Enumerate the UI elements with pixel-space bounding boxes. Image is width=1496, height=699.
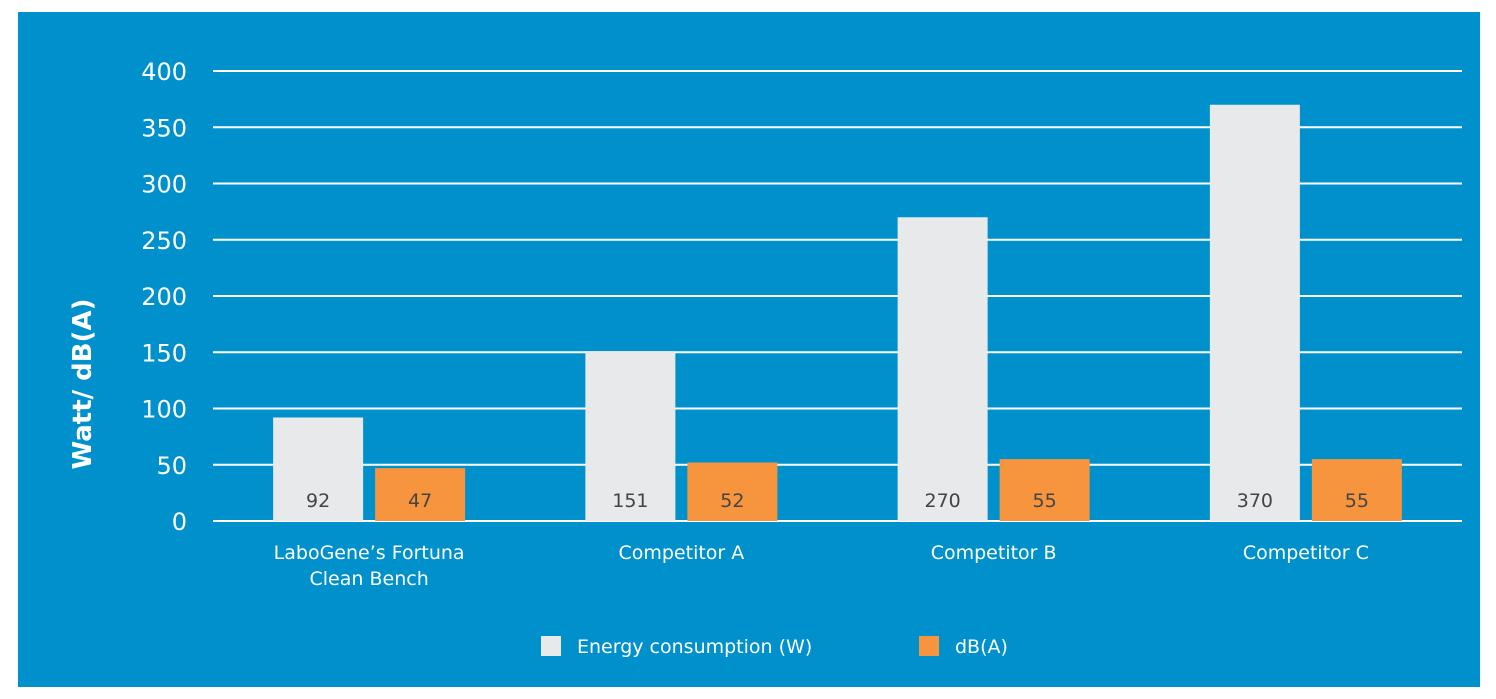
x-category-label: Competitor C [1243,542,1369,564]
y-tick-label: 400 [141,58,187,86]
bar [897,217,988,521]
x-category-label: Competitor B [931,542,1057,564]
legend-swatch [541,636,561,656]
legend-label: Energy consumption (W) [577,636,812,658]
x-category-label: LaboGene’s Fortuna Clean Bench [274,542,465,590]
data-label: 92 [306,490,330,512]
bar [687,462,778,521]
data-label: 47 [408,490,432,512]
y-tick-label: 0 [172,508,187,536]
x-axis-categories: LaboGene’s Fortuna Clean Bench Competitor … [274,542,1369,590]
data-label: 151 [612,490,648,512]
y-tick-label: 250 [141,227,187,255]
x-category-label-line: Competitor B [931,542,1057,564]
bar [273,417,364,521]
legend-label: dB(A) [955,636,1008,658]
data-label: 55 [1033,490,1057,512]
bar [375,468,466,521]
y-tick-label: 50 [156,452,187,480]
data-label: 52 [720,490,744,512]
data-label: 55 [1345,490,1369,512]
bar [585,351,676,521]
y-tick-label: 200 [141,283,187,311]
x-category-label-line: LaboGene’s Fortuna [274,542,465,564]
legend-swatch [919,636,939,656]
data-label: 270 [924,490,960,512]
data-label: 370 [1237,490,1273,512]
y-tick-label: 300 [141,171,187,199]
bar [1209,104,1300,521]
x-category-label: Competitor A [618,542,744,564]
y-axis-ticks: 0 50 100 150 200 250 300 350 400 [141,58,187,536]
bars: 92 47 151 52 270 55 370 55 [273,104,1402,521]
x-category-label-line: Clean Bench [310,568,429,590]
y-tick-label: 100 [141,396,187,424]
legend: Energy consumption (W) dB(A) [541,636,1008,658]
y-tick-label: 350 [141,114,187,142]
x-category-label-line: Competitor C [1243,542,1369,564]
y-tick-label: 150 [141,339,187,367]
x-category-label-line: Competitor A [618,542,744,564]
bar [999,459,1090,521]
bar [1311,459,1402,521]
y-axis-title: Watt/ dB(A) [68,298,98,469]
